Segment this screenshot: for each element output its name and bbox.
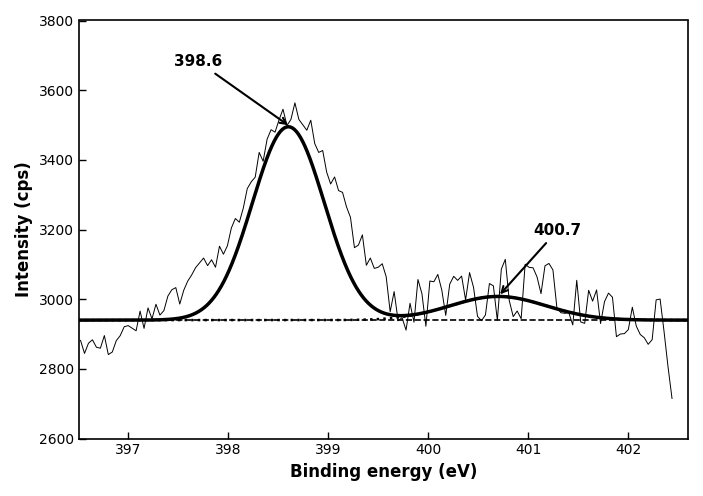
- Text: 398.6: 398.6: [174, 54, 286, 124]
- Y-axis label: Intensity (cps): Intensity (cps): [15, 162, 33, 298]
- X-axis label: Binding energy (eV): Binding energy (eV): [290, 463, 477, 481]
- Text: 400.7: 400.7: [501, 223, 581, 293]
